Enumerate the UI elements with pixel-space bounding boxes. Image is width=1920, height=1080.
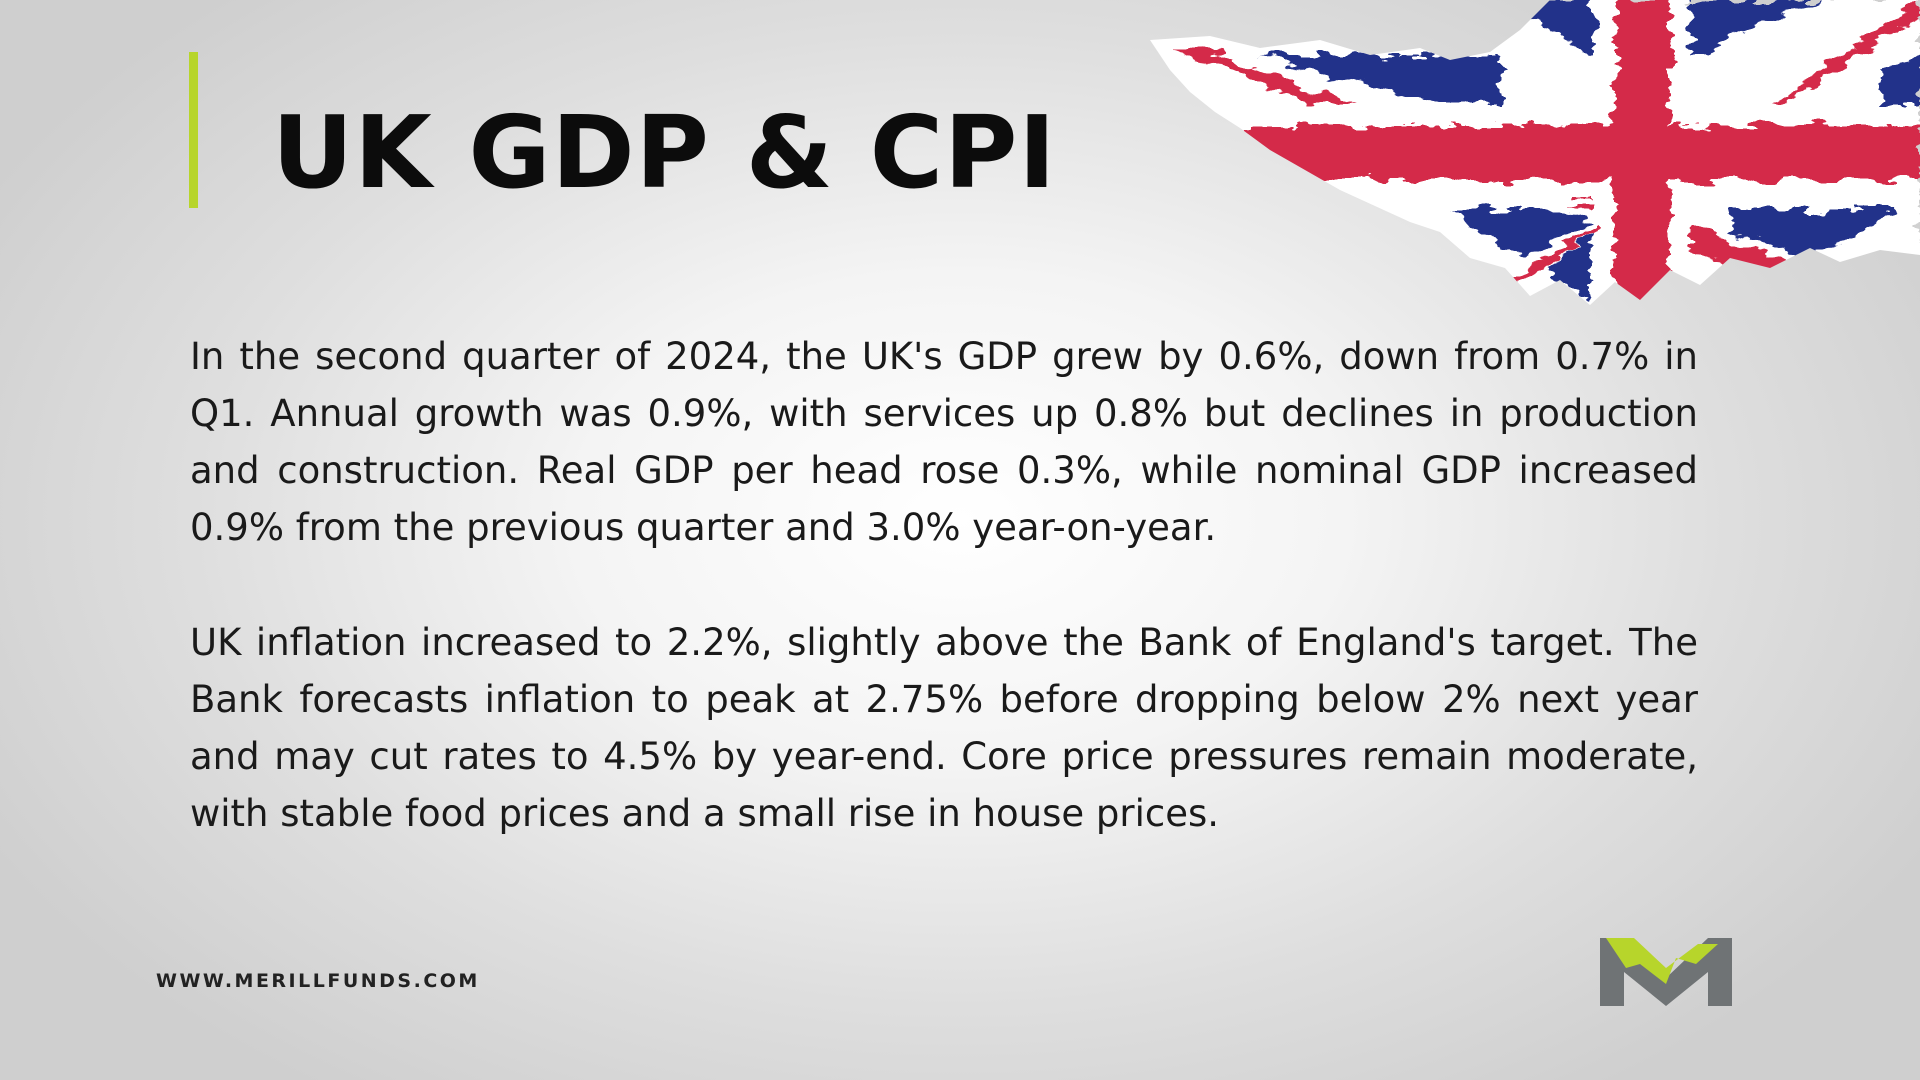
cpi-paragraph: UK inflation increased to 2.2%, slightly…: [190, 621, 1698, 835]
website-url: WWW.MERILLFUNDS.COM: [156, 970, 480, 992]
title-accent-bar: [189, 52, 198, 208]
gdp-paragraph: In the second quarter of 2024, the UK's …: [190, 335, 1698, 549]
merill-m-logo-icon: [1600, 938, 1732, 1006]
union-jack-flag-icon: [1150, 0, 1920, 305]
slide-title: UK GDP & CPI: [272, 94, 1057, 211]
